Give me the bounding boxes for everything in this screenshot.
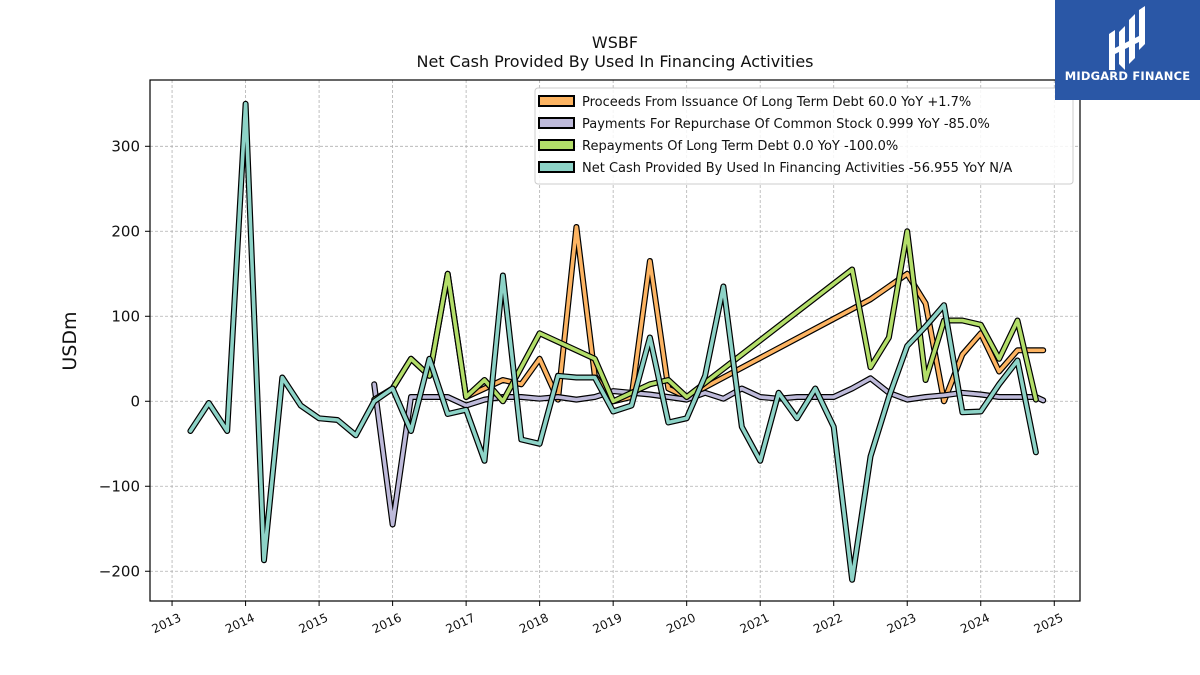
legend-swatch bbox=[538, 139, 575, 151]
x-tick-label: 2014 bbox=[223, 611, 257, 637]
x-tick-label: 2015 bbox=[297, 611, 331, 637]
y-tick-label: 200 bbox=[111, 222, 140, 240]
chart-series bbox=[187, 100, 1047, 583]
y-tick-label: −200 bbox=[99, 562, 140, 580]
chart-subtitle: Net Cash Provided By Used In Financing A… bbox=[416, 52, 814, 71]
x-tick-label: 2025 bbox=[1032, 611, 1066, 637]
legend-swatch bbox=[538, 117, 575, 129]
x-tick-label: 2016 bbox=[370, 611, 404, 637]
x-tick-label: 2022 bbox=[811, 611, 845, 637]
legend: Proceeds From Issuance Of Long Term Debt… bbox=[534, 87, 1074, 185]
series-net-cash-provided-by-used-in-financing-activities bbox=[187, 100, 1039, 583]
legend-label: Payments For Repurchase Of Common Stock … bbox=[582, 117, 990, 132]
logo-text: MIDGARD FINANCE bbox=[1064, 69, 1191, 83]
x-tick-label: 2013 bbox=[150, 611, 184, 637]
legend-swatch bbox=[538, 161, 575, 173]
brand-logo: MIDGARD FINANCE bbox=[1055, 0, 1200, 100]
y-tick-label: −100 bbox=[99, 477, 140, 495]
legend-label: Net Cash Provided By Used In Financing A… bbox=[582, 161, 1012, 176]
x-tick-label: 2019 bbox=[591, 611, 625, 637]
x-tick-label: 2024 bbox=[958, 611, 992, 637]
series-line bbox=[372, 376, 1045, 527]
series-line bbox=[188, 102, 1038, 582]
y-tick-label: 0 bbox=[130, 392, 140, 410]
y-axis-label: USDm bbox=[59, 311, 81, 370]
chart-title: WSBF bbox=[591, 33, 639, 52]
plot-area bbox=[149, 79, 1081, 602]
legend-box bbox=[534, 87, 1074, 185]
legend-label: Repayments Of Long Term Debt 0.0 YoY -10… bbox=[582, 139, 898, 154]
x-tick-label: 2023 bbox=[885, 611, 919, 637]
x-tick-label: 2017 bbox=[444, 611, 478, 637]
legend-swatch bbox=[538, 95, 575, 107]
legend-label: Proceeds From Issuance Of Long Term Debt… bbox=[582, 95, 971, 110]
chart-axes: 2013 2014 2015 2016 2017 2018 2019 2020 2021 2022… bbox=[99, 137, 1066, 636]
x-tick-label: 2021 bbox=[738, 611, 772, 637]
x-tick-label: 2020 bbox=[664, 611, 698, 637]
y-tick-label: 300 bbox=[111, 137, 140, 155]
midgard-logo-icon bbox=[1109, 6, 1145, 70]
x-tick-label: 2018 bbox=[517, 611, 551, 637]
series-payments-for-repurchase-of-common-stock bbox=[371, 375, 1047, 528]
y-tick-label: 100 bbox=[111, 307, 140, 325]
